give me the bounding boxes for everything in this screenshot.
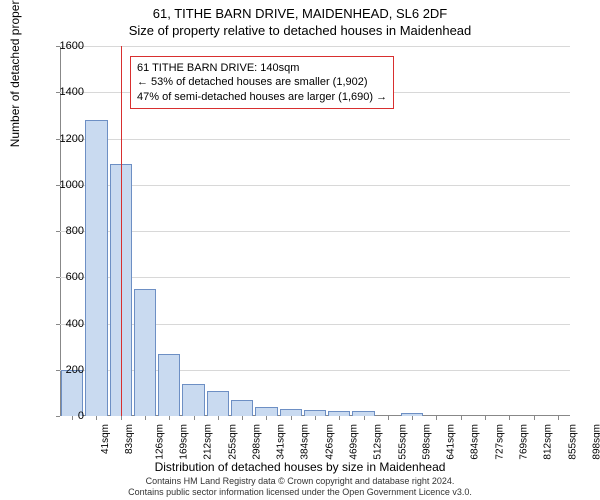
x-axis-label: Distribution of detached houses by size …: [0, 460, 600, 474]
x-tick-label: 212sqm: [203, 424, 214, 460]
x-tick-label: 126sqm: [154, 424, 165, 460]
x-tick-label: 83sqm: [124, 424, 135, 454]
x-tick-label: 255sqm: [227, 424, 238, 460]
x-tick-label: 169sqm: [179, 424, 190, 460]
histogram-chart: 61, TITHE BARN DRIVE, MAIDENHEAD, SL6 2D…: [0, 0, 600, 500]
gridline: [60, 46, 570, 47]
gridline: [60, 277, 570, 278]
histogram-bar: [280, 409, 302, 416]
y-tick-label: 200: [44, 364, 84, 376]
histogram-bar: [207, 391, 229, 416]
x-tick-label: 812sqm: [543, 424, 554, 460]
x-tick-label: 512sqm: [373, 424, 384, 460]
histogram-bar: [134, 289, 156, 416]
y-tick-label: 1200: [44, 133, 84, 145]
x-tick-label: 898sqm: [591, 424, 600, 460]
annotation-box: 61 TITHE BARN DRIVE: 140sqm← 53% of deta…: [130, 56, 394, 109]
annotation-line: 61 TITHE BARN DRIVE: 140sqm: [137, 61, 387, 75]
annotation-line: ← 53% of detached houses are smaller (1,…: [137, 75, 387, 89]
y-tick-label: 1600: [44, 40, 84, 52]
x-tick-label: 641sqm: [446, 424, 457, 460]
x-tick-label: 769sqm: [519, 424, 530, 460]
y-axis-label: Number of detached properties: [8, 0, 22, 147]
x-tick-label: 298sqm: [251, 424, 262, 460]
footer-line2: Contains public sector information licen…: [0, 487, 600, 498]
x-tick-label: 426sqm: [324, 424, 335, 460]
y-tick-label: 1000: [44, 179, 84, 191]
y-tick-label: 400: [44, 318, 84, 330]
x-tick-label: 684sqm: [470, 424, 481, 460]
x-tick-label: 855sqm: [567, 424, 578, 460]
y-tick-label: 800: [44, 225, 84, 237]
x-tick-label: 555sqm: [397, 424, 408, 460]
histogram-bar: [85, 120, 107, 416]
histogram-bar: [182, 384, 204, 416]
x-tick-label: 41sqm: [100, 424, 111, 454]
y-tick-label: 600: [44, 271, 84, 283]
property-marker-line: [121, 46, 123, 416]
gridline: [60, 139, 570, 140]
x-tick-label: 469sqm: [349, 424, 360, 460]
chart-subtitle: Size of property relative to detached ho…: [0, 21, 600, 38]
histogram-bar: [255, 407, 277, 416]
y-tick-label: 0: [44, 410, 84, 422]
x-tick-label: 598sqm: [421, 424, 432, 460]
annotation-line: 47% of semi-detached houses are larger (…: [137, 90, 387, 104]
plot-area: 61 TITHE BARN DRIVE: 140sqm← 53% of deta…: [60, 46, 570, 416]
footer-attribution: Contains HM Land Registry data © Crown c…: [0, 476, 600, 498]
gridline: [60, 231, 570, 232]
chart-title-address: 61, TITHE BARN DRIVE, MAIDENHEAD, SL6 2D…: [0, 0, 600, 21]
y-tick-label: 1400: [44, 86, 84, 98]
x-tick-label: 341sqm: [276, 424, 287, 460]
histogram-bar: [158, 354, 180, 416]
histogram-bar: [231, 400, 253, 416]
x-tick-label: 727sqm: [494, 424, 505, 460]
footer-line1: Contains HM Land Registry data © Crown c…: [0, 476, 600, 487]
gridline: [60, 185, 570, 186]
x-tick-label: 384sqm: [300, 424, 311, 460]
